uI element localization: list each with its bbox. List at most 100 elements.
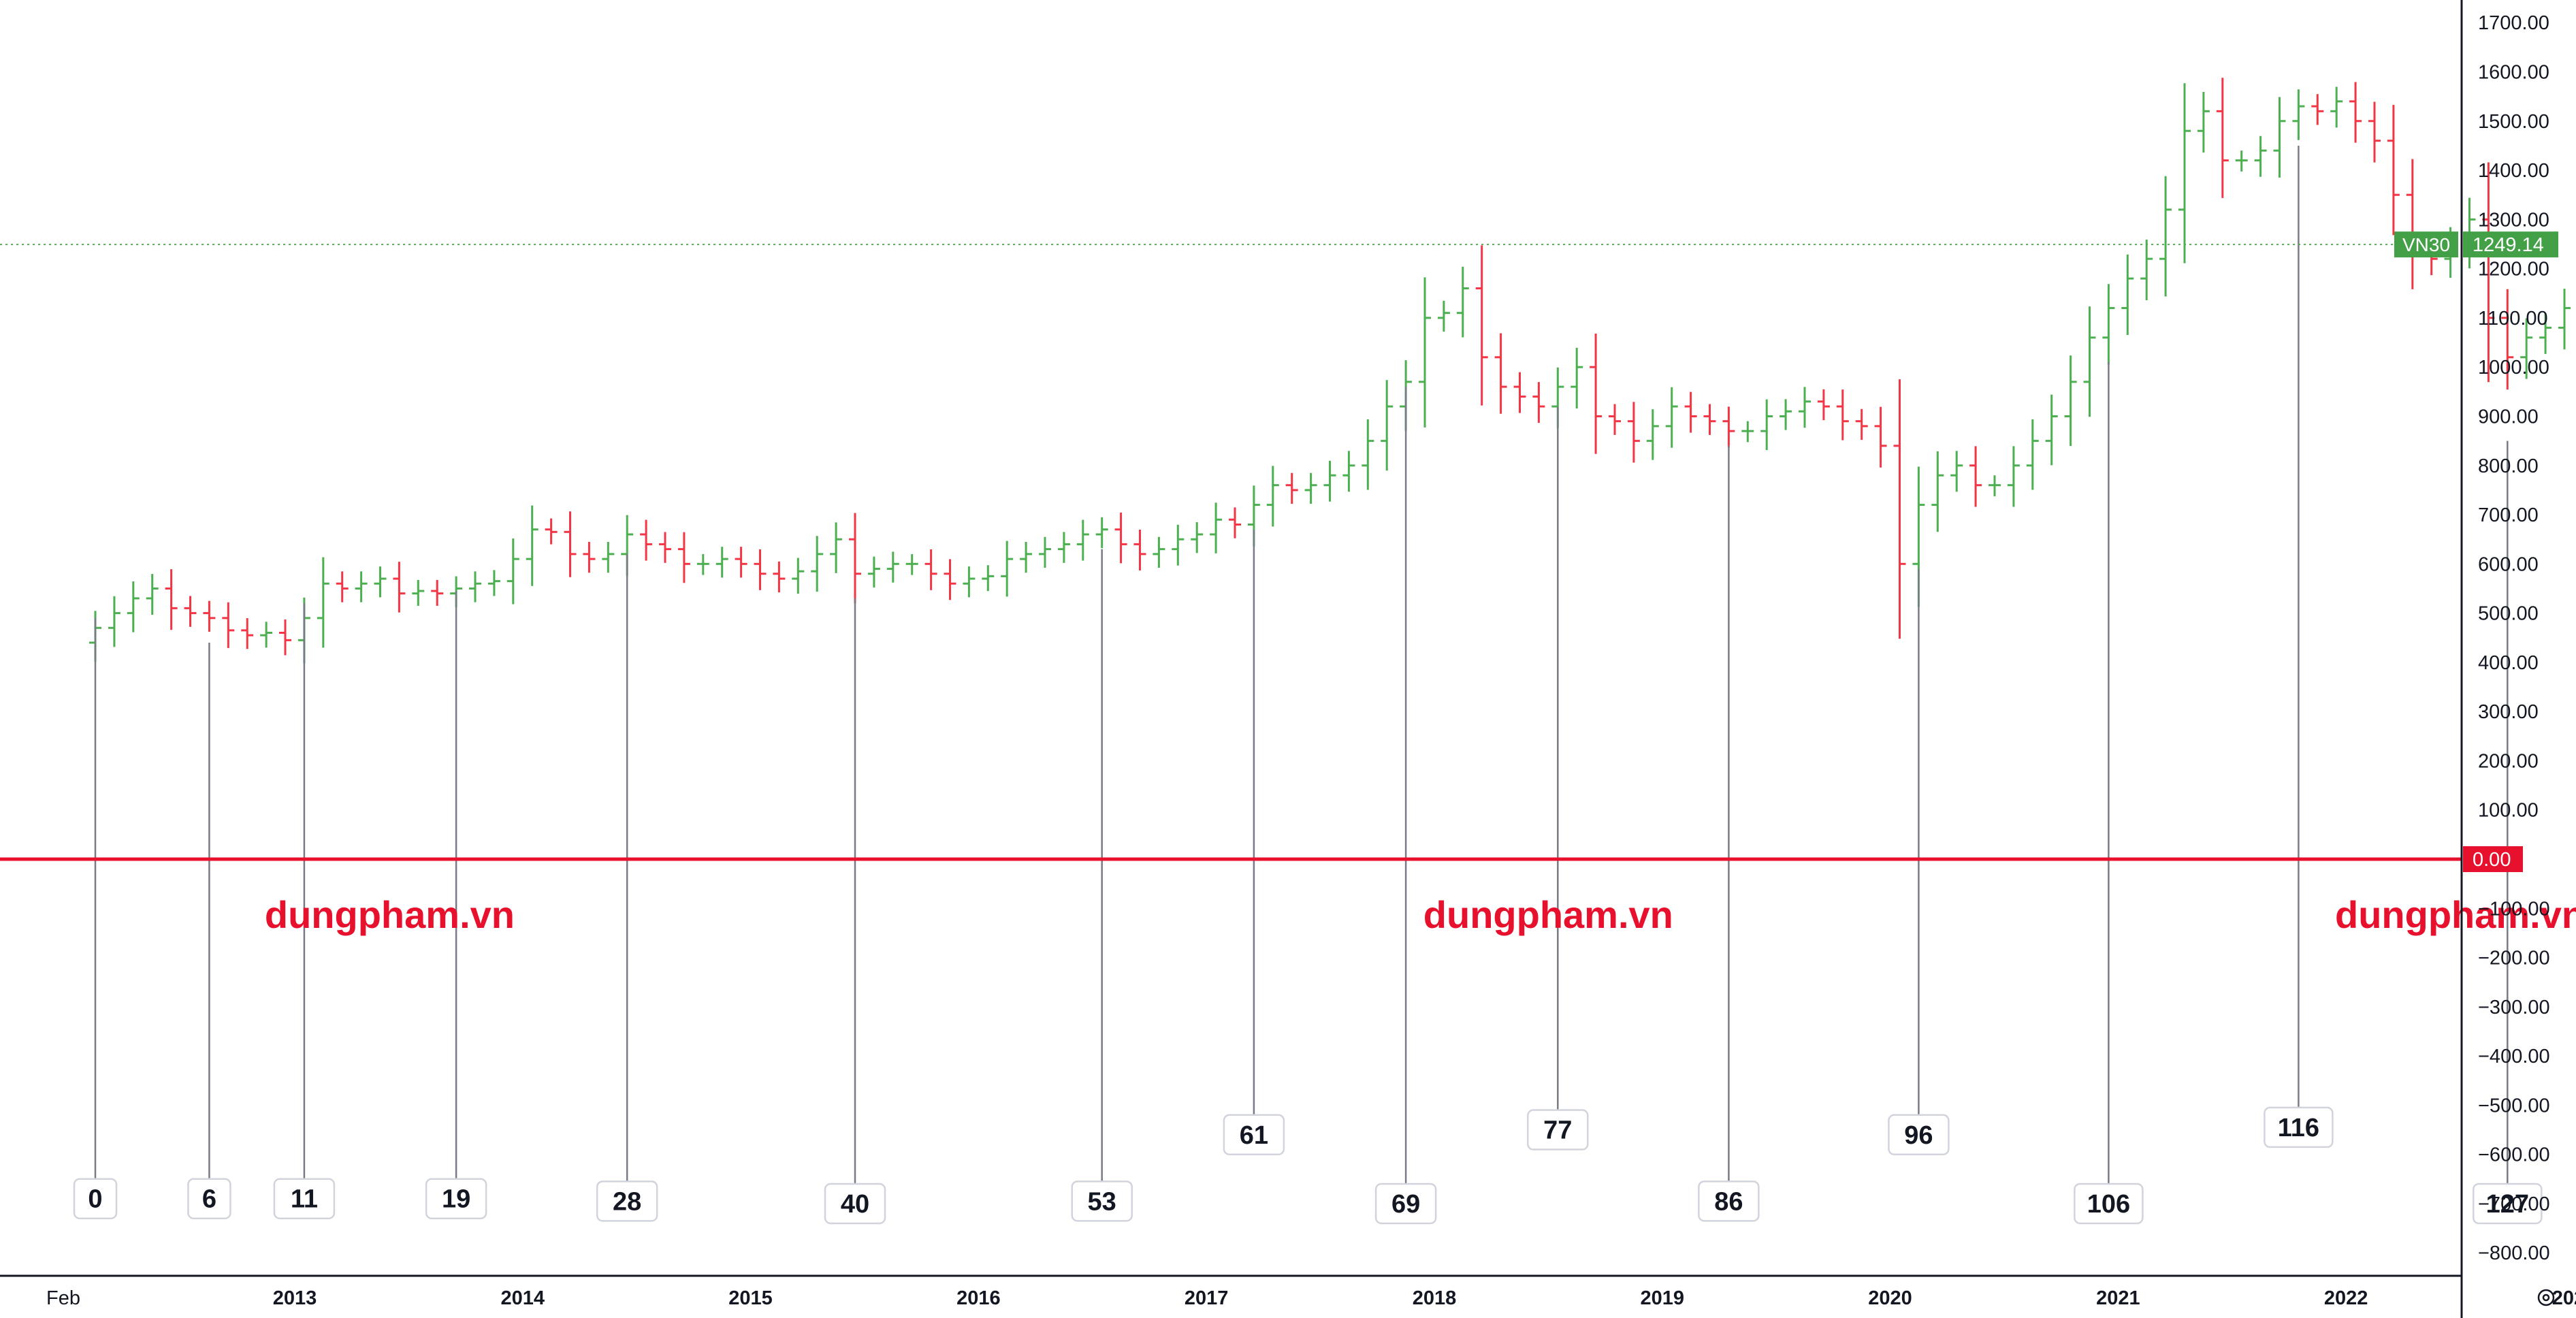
price-bar: [2102, 284, 2115, 365]
price-bar: [1741, 421, 1754, 443]
price-bar: [1153, 536, 1165, 568]
watermark-text-1: dungpham.vn: [265, 893, 515, 936]
price-bar: [412, 579, 425, 606]
price-tick-label: −500.00: [2478, 1095, 2550, 1116]
price-bar: [2482, 162, 2495, 383]
price-bar: [1989, 475, 2001, 496]
price-tick-label: 400.00: [2478, 652, 2539, 674]
price-bar: [1285, 472, 1298, 504]
price-bar: [2311, 94, 2324, 125]
price-bar: [773, 561, 786, 593]
price-bar: [222, 602, 235, 648]
marker-box: [425, 1178, 487, 1219]
price-bar: [1684, 391, 1697, 433]
price-bar: [1362, 419, 1374, 490]
time-tick-label: 2016: [956, 1287, 1001, 1309]
price-bar: [2064, 355, 2077, 447]
marker-box: [1223, 1114, 1285, 1156]
price-bar: [355, 571, 368, 602]
time-tick-label: 2022: [2324, 1287, 2368, 1309]
marker-label: 127: [2486, 1190, 2529, 1219]
marker-label: 116: [2278, 1114, 2319, 1142]
price-bar: [1950, 451, 1963, 492]
marker-box: [273, 1178, 336, 1219]
price-tick-label: 500.00: [2478, 603, 2539, 625]
price-bar: [203, 600, 216, 632]
zero-badge-bg: [2463, 846, 2523, 872]
price-bar: [1229, 507, 1241, 539]
price-bar: [2026, 419, 2039, 490]
price-bar: [1609, 404, 1621, 435]
price-bar: [830, 522, 843, 573]
symbol-badge-bg: [2394, 231, 2458, 258]
price-tick-label: −200.00: [2478, 948, 2550, 969]
settings-button[interactable]: [2537, 1289, 2555, 1306]
marker-box: [73, 1178, 118, 1219]
watermark-text-2: dungpham.vn: [1423, 893, 1673, 936]
price-bar: [1323, 460, 1336, 502]
price-bar: [2121, 254, 2134, 336]
time-tick-label: 2013: [273, 1287, 317, 1309]
price-bar: [1780, 399, 1792, 430]
price-tick-label: −600.00: [2478, 1144, 2550, 1166]
price-bar: [1191, 522, 1204, 553]
price-bar: [2273, 97, 2286, 178]
price-tick-label: −400.00: [2478, 1046, 2550, 1067]
price-axis[interactable]: 1700.00 1600.00 1500.00 1400.00 1300.00 1200.…: [2394, 0, 2558, 1318]
price-bar: [867, 556, 880, 588]
price-bar: [2501, 289, 2514, 390]
price-bar: [2235, 150, 2248, 172]
price-bar: [1799, 387, 1811, 428]
gear-icon[interactable]: [2537, 1289, 2555, 1306]
price-bar: [905, 553, 918, 575]
price-bar: [944, 559, 956, 600]
price-bar: [1057, 532, 1070, 563]
price-bar: [2330, 86, 2343, 128]
price-bar: [1001, 541, 1014, 597]
price-bar: [735, 547, 747, 578]
price-bar: [792, 558, 805, 594]
price-bar: [2007, 446, 2020, 507]
price-bar: [1475, 245, 1488, 406]
price-bar: [1020, 541, 1033, 573]
price-bar: [564, 511, 577, 577]
price-bar: [677, 532, 690, 583]
watermark-text-3: dungpham.vn: [2335, 893, 2576, 936]
price-tick-label: −300.00: [2478, 997, 2550, 1018]
price-bar: [1969, 446, 1982, 507]
price-bar: [2368, 101, 2381, 163]
bar-count-marker: 96: [1888, 1114, 1950, 1156]
price-bar: [1419, 277, 1431, 428]
price-tick-label: 1300.00: [2478, 209, 2549, 231]
time-tick-label: 2021: [2096, 1287, 2140, 1309]
price-bar: [1039, 536, 1051, 568]
price-bar: [1095, 517, 1108, 549]
price-bar: [924, 549, 937, 590]
price-bar: [1817, 389, 1830, 421]
price-bar: [260, 622, 273, 648]
price-bar: [146, 574, 159, 615]
marker-box: [596, 1180, 658, 1222]
bar-count-marker: 69: [1374, 1183, 1437, 1225]
price-bar: [715, 547, 728, 578]
price-bar: [2520, 318, 2533, 379]
price-bar: [1722, 406, 1735, 448]
price-tick-label: 700.00: [2478, 504, 2539, 526]
price-bar: [696, 553, 709, 575]
price-bar: [583, 541, 596, 573]
price-bar: [127, 581, 140, 632]
zero-badge-label: 0.00: [2473, 849, 2511, 871]
marker-label: 6: [202, 1185, 216, 1214]
bar-count-marker: 19: [425, 1178, 487, 1219]
time-axis[interactable]: Feb 2013 2014 2015 2016 2017 2018 2019 2020 2021 2…: [0, 1274, 2576, 1309]
marker-label: 69: [1391, 1190, 1420, 1219]
price-bar: [2197, 92, 2210, 153]
price-bar: [1836, 389, 1849, 440]
price-bar: [2083, 306, 2096, 417]
time-tick-label: 2020: [1868, 1287, 1912, 1309]
bar-count-marker: 28: [596, 1180, 658, 1222]
price-bar: [1494, 333, 1507, 414]
price-bar: [811, 536, 824, 592]
price-bar: [1114, 512, 1127, 564]
